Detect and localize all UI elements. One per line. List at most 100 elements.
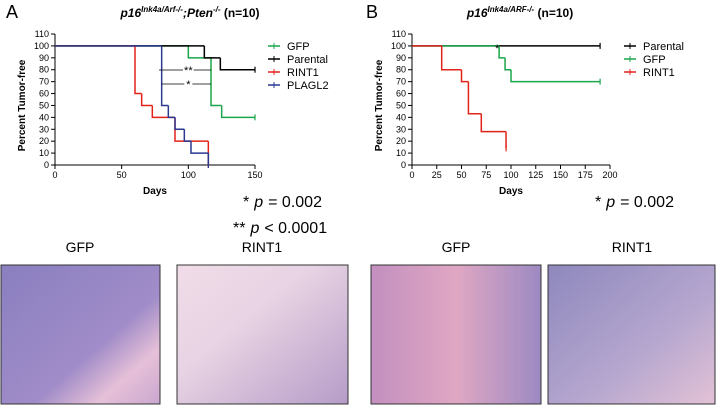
chart-title: p16Ink4a/ARF-/- (n=10) xyxy=(466,5,573,20)
survival-step xyxy=(151,105,175,119)
y-tick-label: 0 xyxy=(44,160,49,170)
image-label: RINT1 xyxy=(612,239,653,255)
x-tick-label: 175 xyxy=(578,170,593,180)
x-tick-label: 200 xyxy=(602,170,617,180)
title-part: (n=10) xyxy=(221,6,260,20)
x-tick-label: 150 xyxy=(553,170,568,180)
y-tick-label: 100 xyxy=(391,41,406,51)
survival-step xyxy=(510,69,601,83)
title-part: p16 xyxy=(466,6,488,20)
significance-annotation: * xyxy=(495,43,500,55)
x-axis-label: Days xyxy=(143,186,167,197)
x-tick-label: 125 xyxy=(528,170,543,180)
x-tick-label: 150 xyxy=(247,170,262,180)
y-tick-label: 100 xyxy=(34,41,49,51)
p-value-part: p xyxy=(605,194,615,211)
x-tick-label: 25 xyxy=(432,170,442,180)
y-tick-label: 70 xyxy=(39,77,49,87)
title-part: Ink4a/Arf-/- xyxy=(141,5,183,14)
histology-image xyxy=(370,264,542,405)
y-tick-label: 60 xyxy=(396,89,406,99)
p-value: * p = 0.002 xyxy=(595,194,674,211)
y-axis-label: Percent Tumor-free xyxy=(374,59,385,151)
y-tick-label: 90 xyxy=(396,53,406,63)
significance-annotation: * xyxy=(186,79,191,91)
legend-label: RINT1 xyxy=(643,67,675,79)
y-tick-label: 110 xyxy=(35,29,49,39)
legend-label: GFP xyxy=(643,54,666,66)
x-tick-label: 0 xyxy=(409,170,414,180)
x-tick-label: 0 xyxy=(52,170,57,180)
survival-step xyxy=(460,69,469,83)
p-value-part: p xyxy=(249,220,259,237)
survival-step xyxy=(440,45,462,71)
y-tick-label: 0 xyxy=(401,160,406,170)
y-tick-label: 20 xyxy=(39,136,49,146)
legend-label: PLAGL2 xyxy=(287,80,329,92)
survival-step xyxy=(174,117,185,131)
p-value-part: = 0.002 xyxy=(620,194,674,211)
survival-step xyxy=(140,93,153,107)
title-part: Ink4a/ARF-/- xyxy=(488,5,535,14)
x-tick-label: 50 xyxy=(456,170,466,180)
survival-step xyxy=(160,45,169,107)
p-value: ** p < 0.0001 xyxy=(233,220,327,237)
y-tick-label: 70 xyxy=(396,77,406,87)
p-value-part: * xyxy=(595,194,601,211)
title-part: -/- xyxy=(213,5,221,14)
y-tick-label: 50 xyxy=(39,100,49,110)
x-tick-label: 50 xyxy=(117,170,127,180)
x-tick-label: 100 xyxy=(503,170,518,180)
histology-image xyxy=(547,264,716,405)
p-value-part: p xyxy=(253,194,263,211)
legend-label: RINT1 xyxy=(287,67,319,79)
survival-step xyxy=(498,45,506,59)
survival-step xyxy=(190,141,209,154)
legend-label: Parental xyxy=(643,41,684,53)
survival-step xyxy=(134,45,142,95)
title-part: p16 xyxy=(119,6,141,20)
survival-step xyxy=(167,105,175,119)
title-part: ;Pten xyxy=(183,6,213,20)
x-tick-label: 75 xyxy=(481,170,491,180)
image-label: RINT1 xyxy=(242,239,283,255)
y-tick-label: 20 xyxy=(396,136,406,146)
y-tick-label: 80 xyxy=(39,65,49,75)
survival-step xyxy=(504,57,511,71)
y-tick-label: 40 xyxy=(39,112,49,122)
y-tick-label: 10 xyxy=(39,148,49,158)
histology-images: GFP RINT1 GFP RINT1 xyxy=(0,239,716,405)
y-tick-label: 30 xyxy=(396,124,406,134)
survival-step xyxy=(210,57,222,107)
p-value: * p = 0.002 xyxy=(243,194,322,211)
legend-label: Parental xyxy=(287,54,328,66)
x-tick-label: 100 xyxy=(181,170,196,180)
x-axis-label: Days xyxy=(499,186,523,197)
significance-annotation: ** xyxy=(184,65,193,77)
p-value-part: ** xyxy=(233,220,245,237)
y-tick-label: 60 xyxy=(39,89,49,99)
y-tick-label: 40 xyxy=(396,112,406,122)
y-tick-label: 90 xyxy=(39,53,49,63)
title-part: (n=10) xyxy=(534,6,573,20)
histology-image xyxy=(0,264,161,405)
y-tick-label: 30 xyxy=(39,124,49,134)
p-value-part: < 0.0001 xyxy=(264,220,327,237)
histology-image xyxy=(176,264,349,405)
survival-step xyxy=(183,129,191,142)
y-tick-label: 80 xyxy=(396,65,406,75)
panel-label: B xyxy=(366,2,378,22)
p-value-part: * xyxy=(243,194,249,211)
y-tick-label: 110 xyxy=(392,29,406,39)
survival-step xyxy=(219,57,255,71)
y-tick-label: 10 xyxy=(396,148,406,158)
legend-label: GFP xyxy=(287,41,310,53)
survival-step xyxy=(220,105,255,119)
image-label: GFP xyxy=(66,239,95,255)
panel-label: A xyxy=(6,2,18,22)
survival-step xyxy=(467,81,482,115)
survival-step xyxy=(480,113,507,133)
p-value-part: = 0.002 xyxy=(268,194,322,211)
survival-step xyxy=(203,45,221,59)
chart-title: p16Ink4a/Arf-/-;Pten-/- (n=10) xyxy=(119,5,259,20)
